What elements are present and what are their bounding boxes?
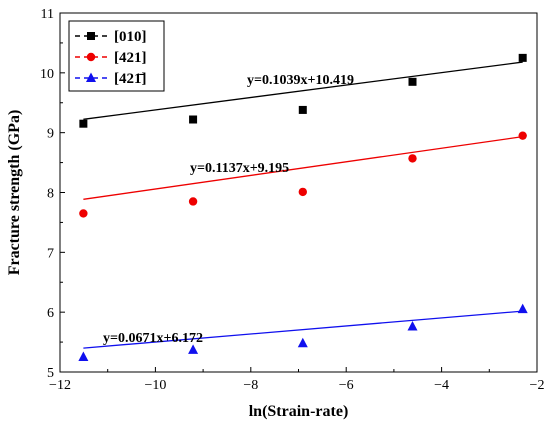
fit-equation: y=0.0671x+6.172: [103, 331, 203, 346]
data-point: [188, 344, 199, 354]
y-axis-title: Fracture strength (GPa): [6, 110, 23, 276]
data-point: [518, 53, 527, 62]
x-tick-label: −4: [434, 378, 449, 393]
data-point: [78, 351, 89, 362]
data-point: [188, 197, 198, 206]
y-tick-label: 8: [47, 187, 54, 202]
x-tick-label: −10: [144, 378, 166, 393]
legend-label: [421]: [114, 50, 147, 66]
y-tick-label: 11: [41, 7, 54, 22]
data-point: [408, 154, 417, 163]
x-axis-title: ln(Strain-rate): [249, 403, 349, 420]
legend-marker: [86, 72, 96, 82]
legend: [010] [421] [421̄]: [68, 20, 165, 92]
data-point: [518, 131, 527, 140]
fit-equation: y=0.1137x+9.195: [190, 161, 289, 176]
data-point: [408, 77, 417, 86]
ticks-group: −12 −10 −8 −6 −4 −2 5 6 7 8 9 10 11: [40, 7, 544, 393]
fit-lines: [83, 61, 523, 349]
fit-line: [83, 136, 523, 200]
data-point: [297, 337, 308, 348]
data-point: [298, 105, 307, 114]
x-tick-label: −12: [49, 378, 71, 393]
data-point: [79, 209, 88, 218]
data-points: [78, 53, 528, 362]
y-tick-label: 5: [47, 366, 54, 381]
data-point: [79, 119, 88, 128]
data-point: [298, 187, 307, 197]
legend-marker: [86, 52, 96, 62]
x-tick-label: −2: [530, 378, 545, 393]
fit-line: [83, 61, 523, 120]
fit-line: [83, 310, 523, 349]
data-point: [407, 321, 418, 331]
x-tick-label: −8: [243, 378, 258, 393]
legend-box: [68, 20, 165, 92]
fit-equation: y=0.1039x+10.419: [247, 73, 354, 88]
y-tick-label: 6: [47, 306, 54, 321]
x-tick-label: −6: [339, 378, 354, 393]
y-tick-label: 7: [47, 246, 54, 261]
equations: y=0.1039x+10.419 y=0.1137x+9.195 y=0.0671x…: [103, 73, 354, 346]
legend-label: [010]: [114, 29, 147, 45]
y-tick-label: 10: [40, 67, 54, 82]
data-point: [517, 303, 528, 314]
legend-label: [421̄]: [114, 71, 147, 87]
y-tick-label: 9: [47, 127, 54, 142]
data-point: [189, 115, 198, 124]
legend-marker: [87, 32, 95, 40]
